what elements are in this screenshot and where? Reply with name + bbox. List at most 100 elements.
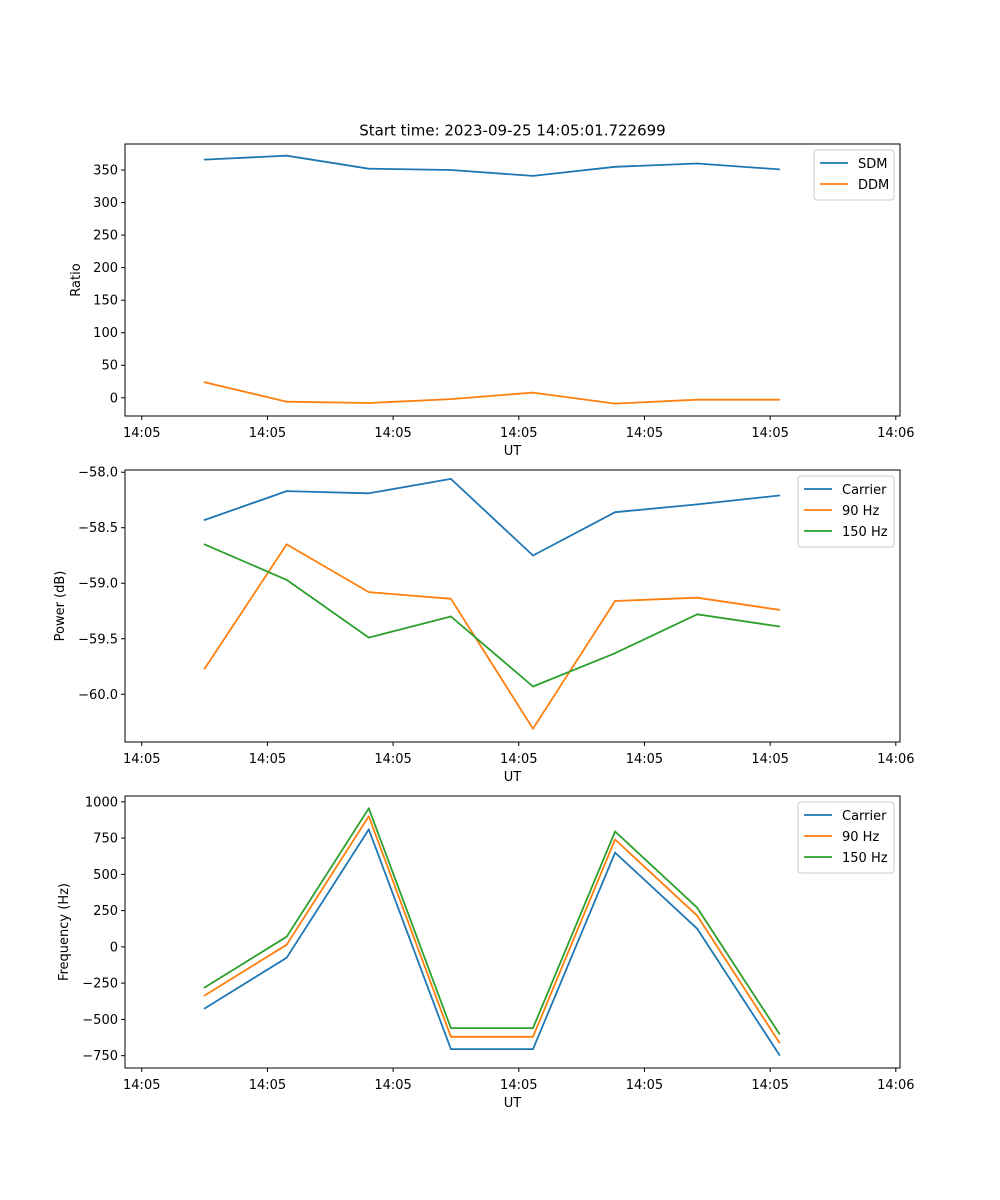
plot-frame: [124, 143, 901, 417]
series-line-sdm: [204, 154, 780, 177]
data-point-90-hz: [532, 1035, 534, 1038]
x-tick-label: 14:05: [751, 426, 788, 441]
y-tick-label: −500: [82, 1013, 118, 1028]
data-point-150-hz: [450, 615, 452, 618]
data-point-sdm: [778, 168, 781, 171]
x-tick-label: 14:05: [123, 426, 160, 441]
data-point-150-hz: [696, 613, 699, 616]
series-line-ddm: [204, 381, 780, 405]
legend-label: Carrier: [842, 809, 887, 824]
data-point-carrier: [285, 956, 288, 959]
x-axis-label: UT: [504, 444, 522, 459]
data-point-90-hz: [532, 727, 534, 730]
x-tick-label: 14:05: [500, 426, 537, 441]
chart-panel-1: 0 50 100 150 200 250 300 350 14:05 14:05 14:05 14:0…: [69, 143, 915, 459]
y-tick-label: 250: [93, 904, 118, 919]
data-point-90-hz: [696, 914, 699, 917]
data-point-150-hz: [285, 579, 288, 581]
y-tick-label: 350: [93, 164, 118, 179]
y-tick-label: 200: [93, 261, 118, 276]
data-point-carrier: [614, 511, 617, 514]
data-point-90-hz: [450, 1035, 452, 1038]
data-point-90-hz: [778, 608, 781, 611]
data-point-150-hz: [285, 935, 288, 938]
data-point-sdm: [450, 169, 452, 171]
data-point-carrier: [367, 492, 370, 495]
y-axis-label: Frequency (Hz): [57, 883, 72, 981]
y-tick-label: −59.5: [78, 632, 118, 647]
data-point-150-hz: [203, 986, 206, 989]
y-tick-label: 500: [93, 868, 118, 883]
x-tick-label: 14:05: [500, 1078, 537, 1093]
y-tick-label: 1000: [85, 795, 118, 810]
series-line-150-hz: [204, 543, 780, 688]
x-tick-label: 14:06: [877, 426, 914, 441]
x-tick-label: 14:05: [626, 752, 663, 767]
x-tick-label: 14:06: [877, 1078, 914, 1093]
y-tick-label: −58.5: [78, 521, 118, 536]
figure-title: Start time: 2023-09-25 14:05:01.722699: [359, 122, 665, 140]
data-point-90-hz: [614, 600, 617, 602]
data-point-carrier: [532, 1048, 534, 1051]
data-point-ddm: [367, 402, 370, 404]
data-point-90-hz: [696, 596, 699, 599]
data-point-carrier: [778, 1054, 781, 1056]
data-point-carrier: [696, 927, 699, 930]
series-line-carrier: [204, 477, 780, 557]
data-point-150-hz: [532, 1027, 534, 1030]
data-point-150-hz: [778, 1033, 781, 1035]
x-tick-label: 14:05: [374, 426, 411, 441]
y-tick-label: −59.0: [78, 577, 118, 592]
x-axis-label: UT: [504, 1096, 522, 1111]
data-point-90-hz: [367, 815, 370, 818]
data-point-sdm: [696, 162, 699, 165]
legend-label: 90 Hz: [842, 504, 879, 519]
series-line-90-hz: [204, 815, 781, 1044]
data-point-90-hz: [778, 1041, 781, 1044]
data-point-carrier: [203, 519, 206, 521]
data-point-ddm: [614, 402, 617, 405]
data-point-carrier: [532, 554, 534, 557]
x-tick-label: 14:05: [249, 426, 286, 441]
y-axis-label: Power (dB): [53, 571, 68, 642]
x-tick-label: 14:05: [626, 1078, 663, 1093]
data-point-ddm: [778, 398, 781, 401]
data-point-150-hz: [532, 685, 534, 688]
y-tick-label: −250: [82, 977, 118, 992]
series-line-150-hz: [204, 807, 781, 1035]
x-tick-label: 14:05: [751, 752, 788, 767]
data-point-150-hz: [614, 830, 617, 833]
plot-frame: [124, 795, 901, 1069]
chart-panel-3: −750 −500 −250 0 250 500 750 1000 14:05 14:05 14:0…: [57, 795, 915, 1111]
data-point-ddm: [532, 391, 534, 394]
data-point-sdm: [532, 174, 534, 177]
y-tick-label: 300: [93, 196, 118, 211]
x-axis-label: UT: [504, 770, 522, 785]
data-point-90-hz: [450, 597, 452, 600]
legend-label: 90 Hz: [842, 830, 879, 845]
x-tick-label: 14:05: [374, 752, 411, 767]
y-tick-label: 0: [110, 940, 118, 955]
data-point-90-hz: [285, 543, 288, 546]
data-point-carrier: [203, 1007, 206, 1010]
data-point-carrier: [285, 490, 288, 492]
data-point-90-hz: [203, 667, 206, 670]
x-tick-label: 14:05: [626, 426, 663, 441]
plot-frame: [124, 469, 901, 743]
x-tick-label: 14:05: [500, 752, 537, 767]
y-tick-label: 150: [93, 294, 118, 309]
data-point-ddm: [203, 381, 206, 384]
data-point-150-hz: [450, 1027, 452, 1030]
data-point-carrier: [450, 477, 452, 480]
data-point-carrier: [614, 851, 617, 854]
y-tick-label: 50: [101, 359, 118, 374]
data-point-ddm: [696, 398, 699, 401]
x-tick-label: 14:06: [877, 752, 914, 767]
legend-label: DDM: [858, 178, 889, 193]
data-point-ddm: [285, 400, 288, 403]
data-point-90-hz: [285, 943, 288, 946]
y-axis-label: Ratio: [69, 263, 84, 296]
legend: SDM DDM: [813, 149, 895, 201]
x-tick-label: 14:05: [249, 752, 286, 767]
